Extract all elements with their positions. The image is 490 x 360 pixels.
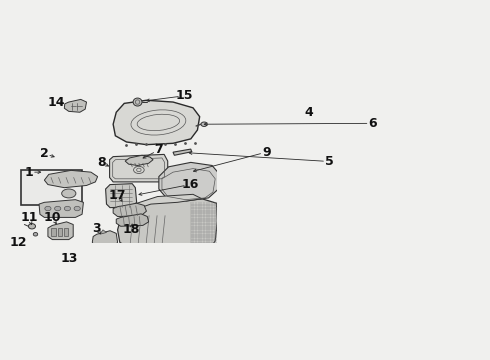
Ellipse shape [64, 206, 71, 211]
Polygon shape [100, 230, 106, 234]
Polygon shape [159, 162, 220, 201]
Polygon shape [116, 214, 148, 226]
Polygon shape [39, 200, 83, 217]
Ellipse shape [73, 249, 77, 256]
Text: 1: 1 [24, 166, 33, 179]
Ellipse shape [45, 206, 51, 211]
Polygon shape [113, 100, 199, 145]
Text: 6: 6 [368, 117, 377, 130]
Bar [64, 228, 68, 235]
Polygon shape [45, 170, 98, 188]
Polygon shape [92, 231, 118, 251]
Text: 18: 18 [122, 223, 140, 236]
Text: 17: 17 [109, 189, 126, 202]
Text: 11: 11 [20, 211, 38, 224]
Polygon shape [16, 244, 32, 251]
Bar [51, 228, 56, 235]
Ellipse shape [33, 233, 38, 236]
Text: 14: 14 [48, 95, 66, 109]
Polygon shape [125, 155, 153, 166]
Text: 7: 7 [154, 144, 163, 157]
Text: 8: 8 [97, 156, 105, 169]
Ellipse shape [62, 189, 76, 198]
Ellipse shape [133, 98, 142, 106]
Text: 2: 2 [40, 147, 49, 160]
Polygon shape [118, 199, 218, 253]
Text: 15: 15 [175, 89, 193, 102]
Polygon shape [113, 203, 147, 216]
Ellipse shape [28, 224, 35, 229]
Polygon shape [123, 194, 202, 213]
Ellipse shape [74, 206, 80, 211]
Text: 5: 5 [325, 155, 334, 168]
Text: 12: 12 [10, 236, 27, 249]
Text: 16: 16 [181, 178, 198, 191]
Text: 13: 13 [60, 252, 77, 265]
Polygon shape [106, 184, 137, 208]
Bar [21, 170, 81, 205]
Text: 3: 3 [93, 222, 101, 235]
Bar [58, 228, 62, 235]
Ellipse shape [54, 206, 61, 211]
Ellipse shape [201, 122, 207, 126]
Text: 9: 9 [262, 146, 270, 159]
Polygon shape [110, 154, 168, 182]
Polygon shape [173, 149, 192, 155]
Text: 10: 10 [44, 211, 61, 224]
Polygon shape [48, 222, 73, 240]
Polygon shape [64, 99, 87, 112]
Text: 4: 4 [304, 106, 313, 119]
